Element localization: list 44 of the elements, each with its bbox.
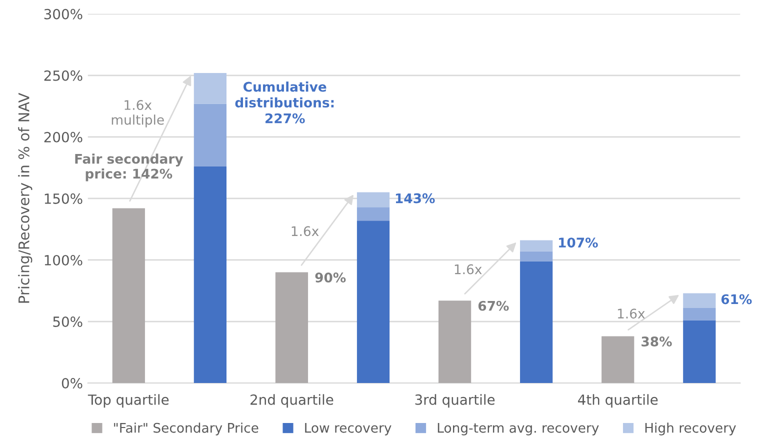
annotation: 1.6x bbox=[618, 308, 645, 319]
bar bbox=[520, 261, 553, 384]
bar bbox=[683, 293, 716, 308]
annotation: 1.6x bbox=[292, 226, 319, 236]
annotation: 61% bbox=[721, 294, 752, 304]
x-tick-label: 3rd quartile bbox=[415, 394, 495, 408]
legend-label: "Fair" Secondary Price bbox=[114, 422, 258, 436]
annotation: 143% bbox=[396, 193, 435, 204]
bar bbox=[356, 220, 390, 384]
y-tick-label: 250% bbox=[44, 70, 82, 81]
y-tick-label: 300% bbox=[44, 8, 82, 20]
x-tick-label: Top quartile bbox=[88, 394, 169, 408]
x-tick-label: 4th quartile bbox=[578, 394, 658, 408]
legend-label: Low recovery bbox=[305, 423, 392, 436]
bar bbox=[520, 251, 553, 262]
bar bbox=[520, 240, 553, 252]
annotation: 1.6x bbox=[454, 264, 482, 274]
annotation: 67% bbox=[478, 300, 509, 311]
bar bbox=[438, 300, 472, 384]
bar bbox=[356, 207, 390, 221]
y-axis-title: Pricing/Recovery in % of NAV bbox=[18, 92, 32, 303]
bar bbox=[194, 104, 226, 166]
bar bbox=[602, 336, 634, 384]
y-tick-label: 50% bbox=[53, 316, 82, 327]
y-tick-label: 200% bbox=[44, 132, 82, 142]
bar bbox=[112, 208, 145, 384]
bar bbox=[194, 166, 226, 384]
annotation: 1.6x multiple bbox=[112, 100, 164, 128]
bar bbox=[356, 192, 390, 208]
legend-label: Long-term avg. recovery bbox=[438, 423, 599, 436]
legend-label: High recovery bbox=[645, 422, 736, 436]
y-tick-label: 100% bbox=[44, 254, 82, 266]
annotation: 107% bbox=[559, 238, 598, 248]
bar bbox=[683, 320, 716, 384]
y-tick-label: 0% bbox=[62, 378, 82, 389]
annotation: 90% bbox=[315, 272, 346, 283]
bar bbox=[275, 272, 308, 384]
y-tick-label: 150% bbox=[44, 193, 82, 204]
annotation: Fair secondary price: 142% bbox=[75, 154, 184, 182]
bar bbox=[683, 308, 716, 320]
x-tick-label: 2nd quartile bbox=[250, 394, 334, 408]
bar bbox=[194, 72, 226, 104]
annotation: Cumulative distributions: 227% bbox=[235, 82, 334, 124]
annotation: 38% bbox=[642, 336, 672, 346]
